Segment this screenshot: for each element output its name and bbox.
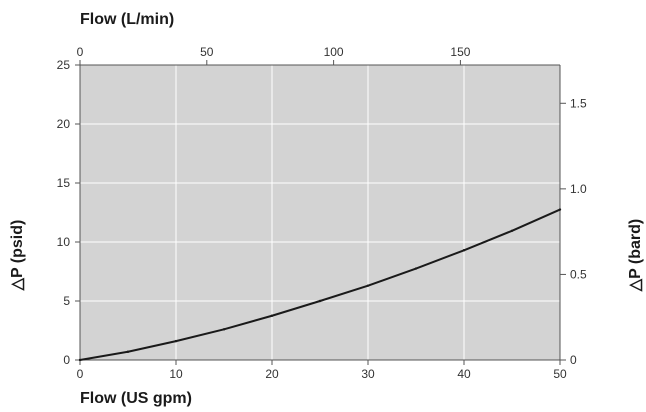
y-left-tick-label: 15	[57, 176, 71, 190]
data-point	[462, 249, 466, 252]
data-point	[126, 350, 130, 353]
plot-area	[80, 65, 560, 360]
x-bottom-tick-label: 0	[77, 367, 84, 381]
series-layer	[78, 208, 562, 362]
data-point	[318, 299, 322, 303]
y-right-tick-label: 1.5	[570, 96, 587, 110]
data-point	[510, 229, 514, 232]
data-point	[222, 328, 226, 331]
x-top-tick-label: 150	[450, 45, 470, 59]
x-top-tick-label: 0	[77, 45, 84, 59]
y-left-tick-label: 25	[57, 58, 71, 72]
y-left-tick-label: 5	[63, 294, 70, 308]
data-point	[174, 339, 178, 343]
y-left-tick-label: 0	[63, 353, 70, 367]
y-right-tick-label: 0	[570, 353, 577, 367]
data-point	[366, 284, 370, 287]
data-point	[270, 314, 274, 317]
y-right-axis-title: △P (bard)	[627, 219, 644, 292]
x-bottom-tick-label: 10	[169, 367, 183, 381]
data-point	[414, 267, 418, 270]
x-top-axis-title: Flow (L/min)	[80, 11, 174, 28]
x-top-tick-label: 100	[324, 45, 344, 59]
x-bottom-axis-title: Flow (US gpm)	[80, 390, 192, 407]
y-right-tick-label: 0.5	[570, 267, 587, 281]
data-point	[558, 208, 562, 211]
x-bottom-tick-label: 40	[457, 367, 471, 381]
data-point	[78, 358, 82, 362]
y-left-tick-label: 10	[57, 235, 71, 249]
x-top-tick-label: 50	[200, 45, 214, 59]
y-right-tick-label: 1.0	[570, 182, 587, 196]
x-bottom-tick-label: 30	[361, 367, 375, 381]
y-left-tick-label: 20	[57, 117, 71, 131]
y-left-axis-title: △P (psid)	[9, 220, 26, 292]
x-bottom-tick-label: 50	[553, 367, 567, 381]
x-bottom-tick-label: 20	[265, 367, 279, 381]
